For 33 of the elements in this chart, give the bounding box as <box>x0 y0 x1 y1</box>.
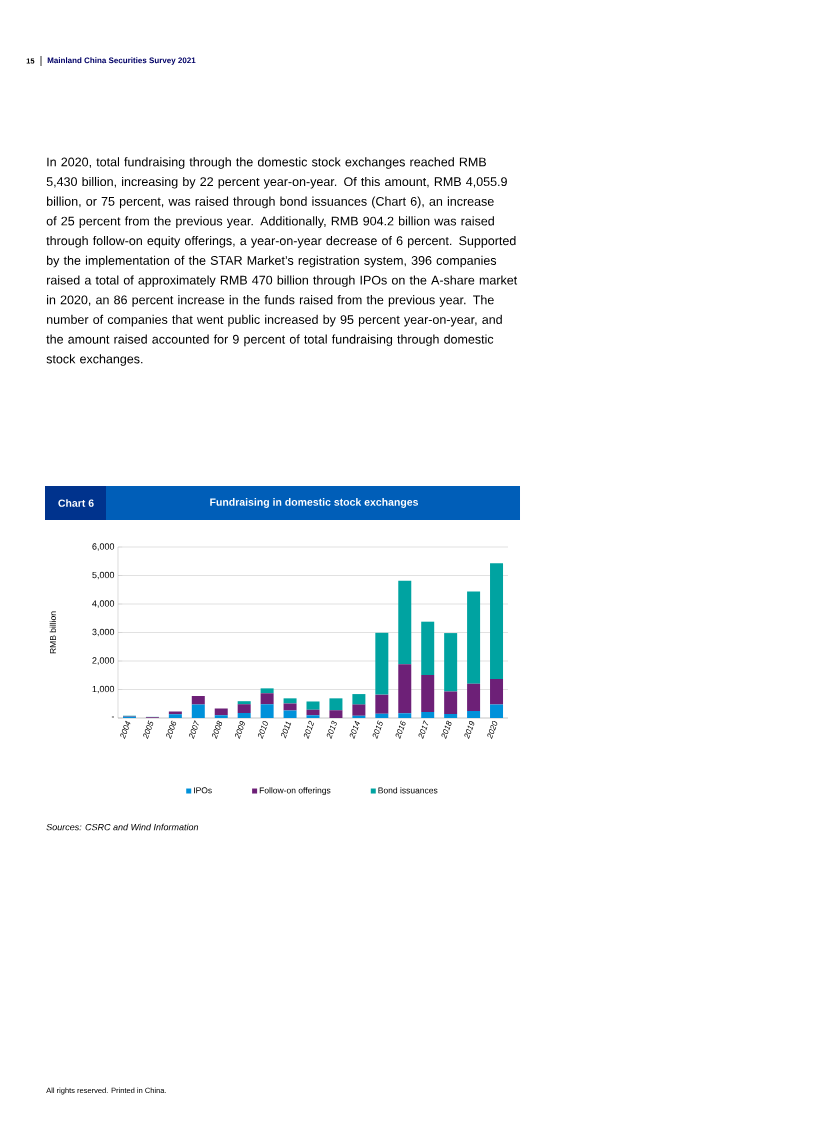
y-tick-label: - <box>111 716 115 718</box>
legend-label: IPOs <box>194 787 212 794</box>
y-tick-label: 1,000 <box>92 685 115 694</box>
x-tick-label: 2013 <box>326 720 337 740</box>
y-tick-label: 5,000 <box>92 571 115 580</box>
x-tick-label: 2004 <box>120 720 131 740</box>
y-tick-label: 6,000 <box>92 543 115 551</box>
x-tick-label: 2005 <box>143 720 154 740</box>
x-tick-label: 2019 <box>464 720 475 740</box>
legend-label: Follow-on offerings <box>259 787 331 796</box>
chart-title: Fundraising in domestic stock exchanges <box>210 498 419 508</box>
x-tick-label: 2020 <box>487 720 498 740</box>
x-tick-label: 2011 <box>281 721 292 739</box>
y-tick-label: 4,000 <box>92 600 115 608</box>
x-tick-label: 2010 <box>257 720 268 740</box>
x-tick-label: 2007 <box>189 720 199 740</box>
text: Mainland China Securities Survey 2021 <box>47 57 196 65</box>
y-tick-label: 3,000 <box>92 628 115 637</box>
legend-label: Bond issuances <box>378 787 438 794</box>
x-tick-label: 2014 <box>349 720 360 740</box>
y-axis-title: RMB billion <box>49 611 56 654</box>
x-tick-label: 2017 <box>418 720 429 740</box>
caption: Chart 6 <box>58 499 94 507</box>
x-tick-label: 2015 <box>372 720 383 740</box>
text: In 2020, total fundraising through the domestic stock exchanges reached RMB 5,430 billion, increasing by 22 percent year-on-year. Of this amount, RMB 4,055.9 billion, or 75 percent, was raised through bond issuances (Chart 6), an increase of 25 percent from the previous year. Additionally, RMB 904.2 billion was raised through follow-on equity offerings, a year-on-year decrease of 6 percent. Supported by the implementation of the STAR Market’s registration system, 396 companies raised a total of approximately RMB 470 billion through IPOs on the A-share market in 2020, an 86 percent increase in the funds raised from the previous year. The number of companies that went public increased by 95 percent year-on-year, and the amount raised accounted for 9 percent of total fundraising through domestic stock exchanges. <box>46 157 518 366</box>
x-tick-label: 2012 <box>303 720 315 740</box>
x-tick-label: 2018 <box>441 720 452 740</box>
x-tick-label: 2016 <box>395 720 406 740</box>
source-note: Sources: CSRC and Wind Information <box>46 823 199 831</box>
x-tick-label: 2008 <box>212 720 223 740</box>
x-tick-label: 2009 <box>235 720 245 740</box>
y-tick-label: 2,000 <box>92 657 115 665</box>
x-tick-label: 2006 <box>166 720 177 740</box>
